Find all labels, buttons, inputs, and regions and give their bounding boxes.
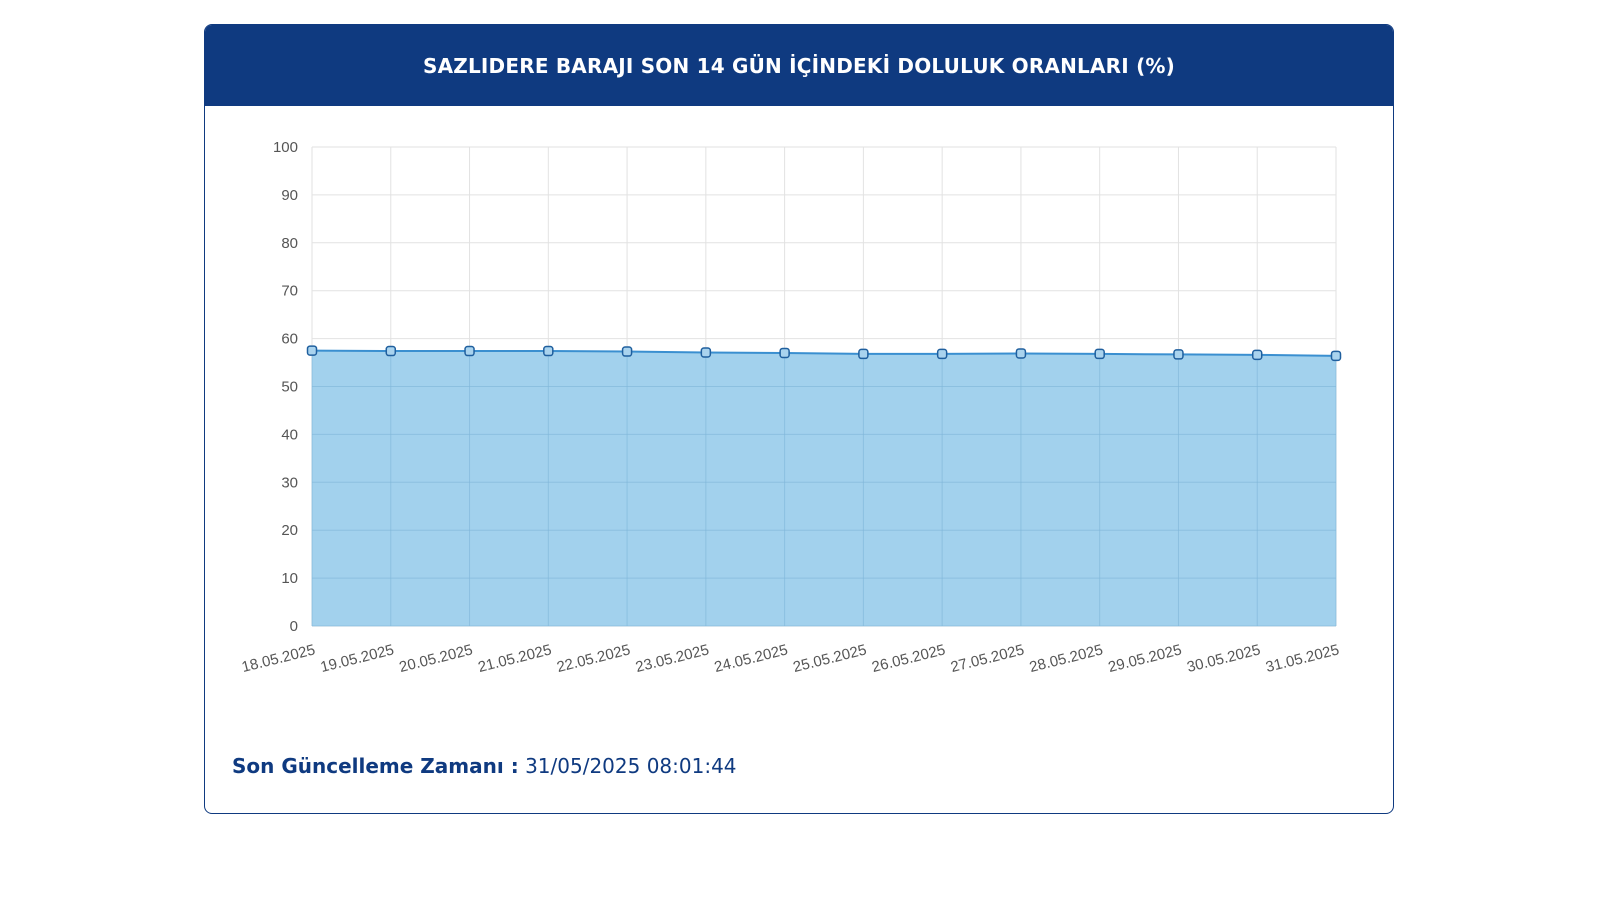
fill-rate-chart: 0 10 20 30 40 50 60 70 80 90 100 18.05.2025 19.05.20… [240,139,1342,676]
data-point [306,345,318,356]
card-header: SAZLIDERE BARAJI SON 14 GÜN İÇİNDEKİ DOL… [205,25,1393,106]
data-point [936,348,948,360]
data-point [464,345,475,357]
data-point [779,347,790,359]
y-tick-label: 50 [281,379,298,396]
data-point [385,345,397,357]
series-line [311,349,1337,357]
x-tick-label: 31.05.2025 [1264,641,1341,676]
x-tick-label: 23.05.2025 [634,641,711,676]
x-tick-label: 26.05.2025 [870,641,947,676]
y-tick-label: 0 [290,618,298,635]
x-tick-label: 19.05.2025 [319,641,396,676]
x-tick-label: 18.05.2025 [240,641,317,676]
x-tick-label: 29.05.2025 [1106,641,1183,676]
data-point [1015,348,1027,359]
y-tick-label: 40 [281,426,298,443]
last-update: Son Güncelleme Zamanı : 31/05/2025 08:01… [232,754,737,778]
x-tick-label: 24.05.2025 [713,641,790,676]
y-tick-label: 90 [281,187,298,204]
series-area [312,350,1336,626]
x-tick-label: 20.05.2025 [398,641,475,676]
y-tick-label: 10 [281,570,298,587]
x-tick-label: 27.05.2025 [949,641,1026,676]
x-tick-label: 22.05.2025 [555,641,632,676]
chart-title: SAZLIDERE BARAJI SON 14 GÜN İÇİNDEKİ DOL… [422,53,1175,78]
x-tick-label: 28.05.2025 [1028,641,1105,676]
y-tick-label: 30 [281,474,298,491]
y-tick-label: 100 [273,139,298,156]
data-point [700,347,712,358]
data-point [1330,350,1342,362]
y-tick-label: 60 [281,331,298,348]
y-tick-label: 80 [281,235,298,252]
y-tick-label: 20 [281,522,298,539]
last-update-label: Son Güncelleme Zamanı : [232,754,519,778]
data-point [1251,349,1263,361]
x-tick-label: 21.05.2025 [476,641,553,676]
data-point [1094,348,1105,360]
data-point [543,345,554,357]
data-point [621,346,633,357]
last-update-value: 31/05/2025 08:01:44 [525,754,737,778]
data-point [858,348,869,360]
x-tick-label: 25.05.2025 [791,641,868,676]
x-tick-label: 30.05.2025 [1185,641,1262,676]
data-point [1173,349,1184,360]
chart-card: SAZLIDERE BARAJI SON 14 GÜN İÇİNDEKİ DOL… [204,24,1394,814]
chart-area: 0 10 20 30 40 50 60 70 80 90 100 18.05.2025 19.05.20… [205,106,1392,726]
y-tick-label: 70 [281,283,298,300]
